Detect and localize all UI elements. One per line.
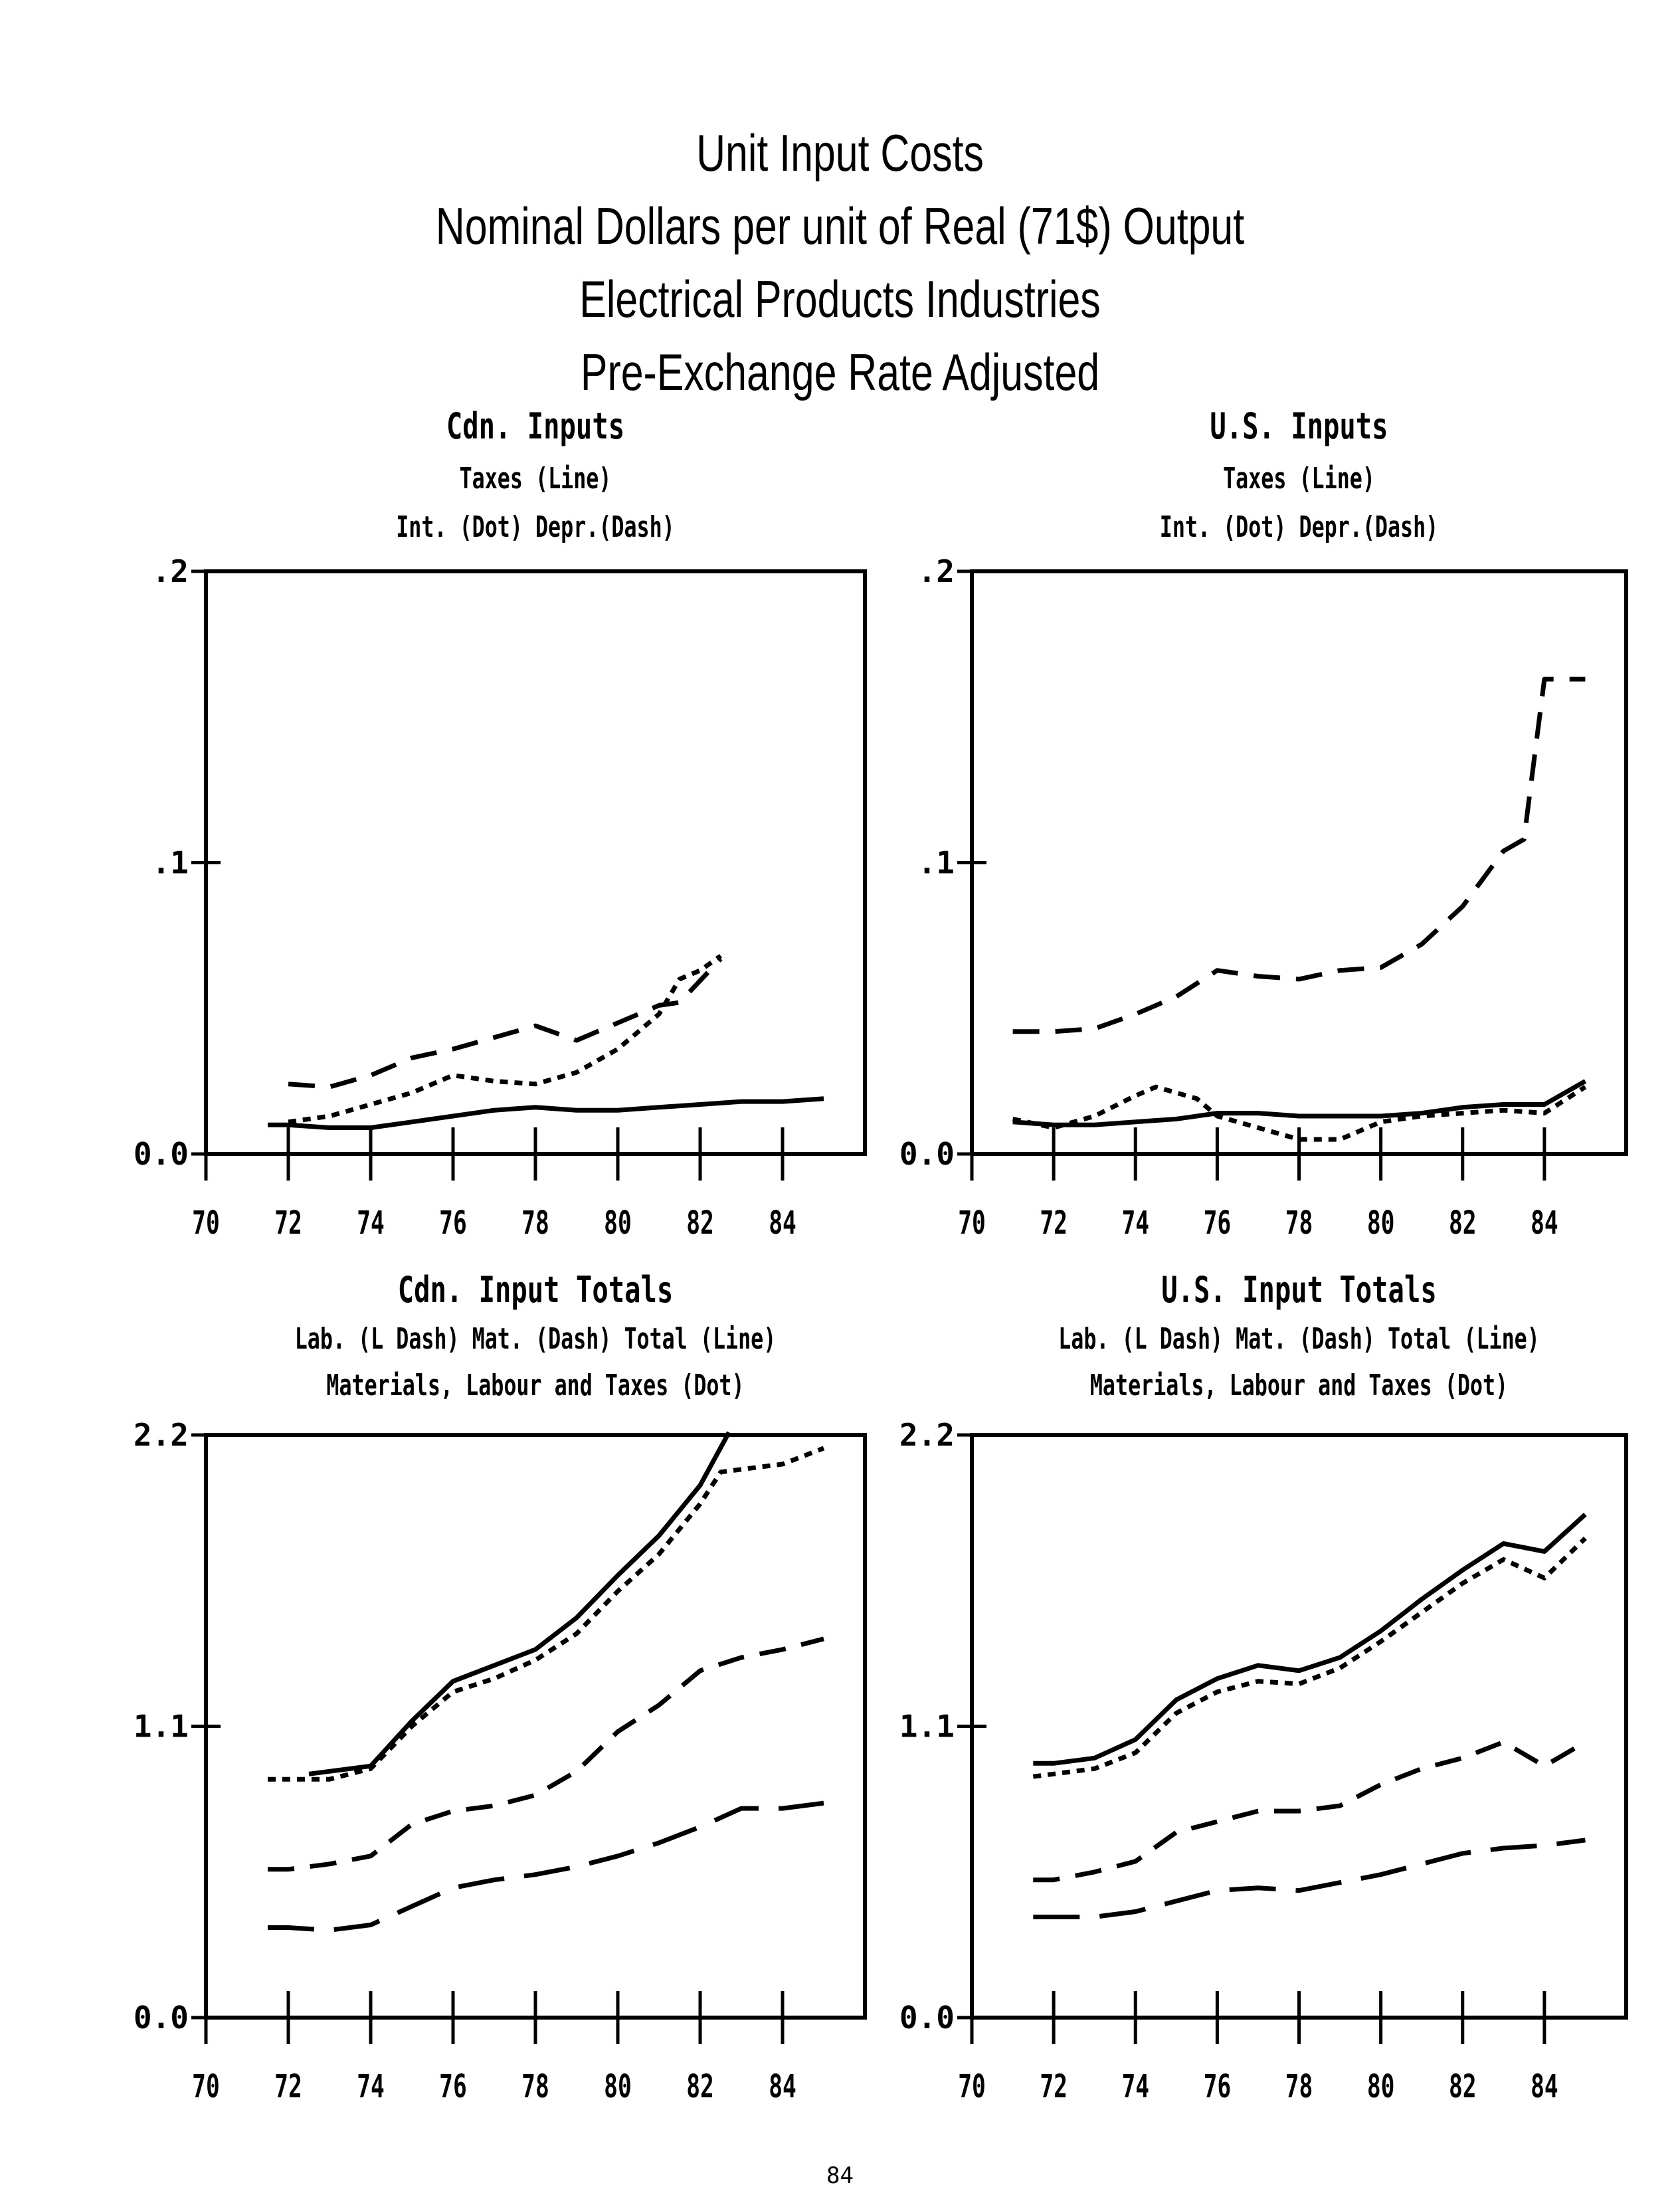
chart-panel-2: U.S. Inputs Taxes (Line) Int. (Dot) Depr.(… xyxy=(899,406,1628,1241)
y-tick-label: 0.0 xyxy=(899,1136,955,1172)
page-number: 84 xyxy=(826,2162,854,2189)
chart-panel-4: U.S. Input Totals Lab. (L Dash) Mat. (Das… xyxy=(899,1270,1628,2105)
y-tick-label: .1 xyxy=(152,845,189,881)
x-tick-label: 70 xyxy=(192,1204,220,1241)
x-tick-label: 76 xyxy=(439,1204,467,1241)
series-line-materials-labour-and-taxes xyxy=(1032,1536,1587,1779)
page-title: Unit Input Costs Nominal Dollars per uni… xyxy=(0,116,1680,409)
x-tick-label: 72 xyxy=(1040,1204,1068,1241)
x-tick-label: 78 xyxy=(1285,2067,1313,2105)
x-tick-label: 76 xyxy=(1204,2067,1232,2105)
x-tick-label: 74 xyxy=(357,2067,385,2105)
x-tick-label: 80 xyxy=(604,1204,632,1241)
x-tick-label: 84 xyxy=(1531,1204,1558,1241)
x-tick-label: 74 xyxy=(1121,2067,1149,2105)
x-tick-label: 72 xyxy=(274,1204,302,1241)
x-tick-label: 80 xyxy=(1367,2067,1395,2105)
x-tick-label: 82 xyxy=(1449,1204,1477,1241)
y-tick-label: 0.0 xyxy=(134,2000,189,2036)
x-tick-label: 70 xyxy=(958,1204,986,1241)
chart-legend-line: Lab. (L Dash) Mat. (Dash) Total (Line) xyxy=(1058,1322,1540,1357)
chart-legend-line: Lab. (L Dash) Mat. (Dash) Total (Line) xyxy=(295,1322,777,1357)
x-tick-label: 80 xyxy=(1367,1204,1395,1241)
y-tick-label: .1 xyxy=(918,845,955,881)
y-tick-label: .2 xyxy=(152,553,189,589)
series-line-total xyxy=(1033,1513,1587,1766)
chart-legend-line: Taxes (Line) xyxy=(1223,462,1375,496)
x-tick-label: 72 xyxy=(274,2067,302,2105)
chart-title: U.S. Inputs xyxy=(1210,406,1388,447)
chart-title: Cdn. Inputs xyxy=(446,406,624,447)
x-tick-label: 78 xyxy=(521,1204,549,1241)
plot-frame xyxy=(204,569,867,1156)
y-tick-label: 1.1 xyxy=(134,1709,189,1745)
x-tick-label: 76 xyxy=(439,2067,467,2105)
x-tick-label: 72 xyxy=(1040,2067,1068,2105)
chart-legend-line: Materials, Labour and Taxes (Dot) xyxy=(1090,1369,1508,1403)
x-tick-label: 78 xyxy=(1285,1204,1313,1241)
series-line-lab xyxy=(1033,1838,1586,1919)
chart-title: U.S. Input Totals xyxy=(1161,1270,1436,1311)
title-line-2: Nominal Dollars per unit of Real (71$) O… xyxy=(435,197,1245,255)
chart-legend-line: Taxes (Line) xyxy=(460,462,612,496)
x-tick-label: 74 xyxy=(357,1204,385,1241)
title-line-3: Electrical Products Industries xyxy=(579,270,1101,328)
x-tick-label: 82 xyxy=(686,2067,714,2105)
chart-legend-line: Int. (Dot) Depr.(Dash) xyxy=(396,510,675,545)
series-line-mat xyxy=(1033,1739,1587,1883)
chart-title: Cdn. Input Totals xyxy=(398,1270,673,1311)
x-tick-label: 82 xyxy=(1449,2067,1477,2105)
x-tick-label: 70 xyxy=(192,2067,220,2105)
series-line-taxes xyxy=(268,1096,824,1130)
y-tick-label: 1.1 xyxy=(899,1709,955,1745)
x-tick-label: 82 xyxy=(686,1204,714,1241)
series-line-mat xyxy=(268,1636,824,1872)
chart-panel-3: Cdn. Input Totals Lab. (L Dash) Mat. (Das… xyxy=(134,1270,867,2105)
x-tick-label: 78 xyxy=(521,2067,549,2105)
series-line-lab xyxy=(268,1800,824,1933)
x-tick-label: 80 xyxy=(604,2067,632,2105)
chart-legend-line: Materials, Labour and Taxes (Dot) xyxy=(326,1369,744,1403)
plot-frame xyxy=(970,569,1628,1156)
x-tick-label: 84 xyxy=(1531,2067,1558,2105)
series-line-materials-labour-and-taxes xyxy=(268,1446,825,1782)
y-tick-label: 0.0 xyxy=(899,2000,955,2036)
y-tick-label: .2 xyxy=(918,553,955,589)
x-tick-label: 84 xyxy=(769,1204,796,1241)
plot-frame xyxy=(970,1433,1628,2020)
y-tick-label: 0.0 xyxy=(134,1136,189,1172)
chart-panel-1: Cdn. Inputs Taxes (Line) Int. (Dot) Depr.(… xyxy=(134,406,867,1241)
x-tick-label: 76 xyxy=(1204,1204,1232,1241)
series-line-taxes xyxy=(1012,1079,1587,1127)
series-line-depr xyxy=(288,957,723,1090)
y-tick-label: 2.2 xyxy=(899,1417,955,1453)
series-line-int xyxy=(288,953,723,1125)
title-line-4: Pre-Exchange Rate Adjusted xyxy=(580,343,1100,401)
x-tick-label: 84 xyxy=(769,2067,796,2105)
series-line-depr xyxy=(1012,676,1586,1034)
chart-legend-line: Int. (Dot) Depr.(Dash) xyxy=(1160,510,1439,545)
x-tick-label: 74 xyxy=(1121,1204,1149,1241)
y-tick-label: 2.2 xyxy=(134,1417,189,1453)
series-line-total xyxy=(308,1431,731,1776)
x-tick-label: 70 xyxy=(958,2067,986,2105)
series-line-int xyxy=(1012,1084,1587,1142)
title-line-1: Unit Input Costs xyxy=(696,124,984,182)
